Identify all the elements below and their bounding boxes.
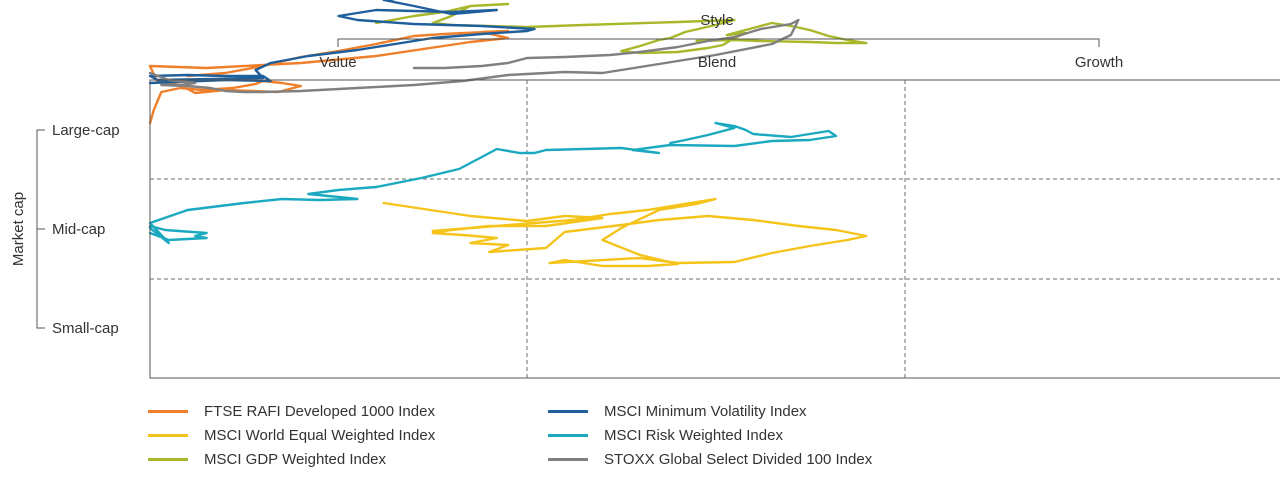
series-line-4 xyxy=(148,121,838,245)
legend-label: MSCI Minimum Volatility Index xyxy=(604,402,807,420)
size-tick-small-cap: Small-cap xyxy=(52,320,119,337)
legend-item: FTSE RAFI Developed 1000 Index xyxy=(148,402,548,420)
series-line-5 xyxy=(148,18,800,94)
legend-label: MSCI Risk Weighted Index xyxy=(604,426,783,444)
legend-label: MSCI World Equal Weighted Index xyxy=(204,426,436,444)
style-axis-label: Style xyxy=(700,12,733,29)
grid-lines xyxy=(150,80,1280,378)
style-tick-blend: Blend xyxy=(698,54,736,71)
legend-item: MSCI Minimum Volatility Index xyxy=(548,402,968,420)
plot-frame xyxy=(149,79,1280,379)
legend-label: MSCI GDP Weighted Index xyxy=(204,450,387,468)
series-line-3 xyxy=(148,0,536,85)
style-axis-bracket xyxy=(337,38,1100,47)
legend-swatch xyxy=(548,433,588,437)
legend: FTSE RAFI Developed 1000 Index MSCI Mini… xyxy=(148,402,968,468)
market-cap-axis: Market cap Large-cap Mid-cap Small-cap xyxy=(10,122,120,337)
legend-swatch xyxy=(148,433,188,437)
legend-swatch xyxy=(548,457,588,461)
market-cap-axis-label: Market cap xyxy=(10,192,27,266)
legend-item: MSCI World Equal Weighted Index xyxy=(148,426,548,444)
series-line-0 xyxy=(148,29,510,125)
legend-swatch xyxy=(148,457,188,461)
legend-label: STOXX Global Select Divided 100 Index xyxy=(604,450,873,468)
style-tick-growth: Growth xyxy=(1075,54,1123,71)
size-tick-mid-cap: Mid-cap xyxy=(52,221,105,238)
series-line-1 xyxy=(382,197,868,268)
legend-swatch xyxy=(148,409,188,413)
legend-item: STOXX Global Select Divided 100 Index xyxy=(548,450,968,468)
legend-label: FTSE RAFI Developed 1000 Index xyxy=(204,402,435,420)
legend-item: MSCI Risk Weighted Index xyxy=(548,426,968,444)
style-tick-value: Value xyxy=(319,54,356,71)
size-tick-large-cap: Large-cap xyxy=(52,122,120,139)
legend-item: MSCI GDP Weighted Index xyxy=(148,450,548,468)
legend-swatch xyxy=(548,409,588,413)
style-axis: Style Value Blend Growth xyxy=(319,12,1123,71)
series-lines xyxy=(148,0,868,268)
